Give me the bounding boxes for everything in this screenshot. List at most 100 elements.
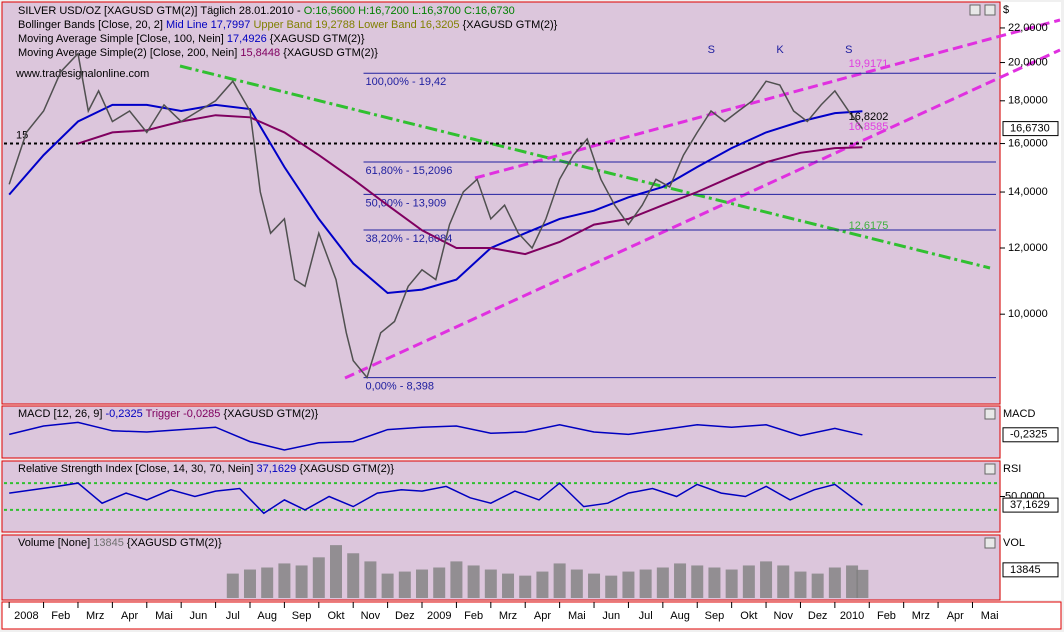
volume-bar <box>777 565 790 598</box>
legend-part: Trigger <box>146 408 184 420</box>
x-tick-label: Nov <box>361 610 381 622</box>
legend-part: 13845 <box>93 537 127 549</box>
volume-bar <box>519 575 532 598</box>
last-price-box <box>1002 121 1059 137</box>
legend-part: Upper Band 19,2788 Lower Band 16,3205 <box>253 19 462 31</box>
fib-label: 100,00% - 19,42 <box>366 76 447 88</box>
fib-label: 0,00% - 8,398 <box>366 380 435 392</box>
annotation: 16,8585 <box>849 121 889 133</box>
volume-bar <box>226 573 239 598</box>
volume-bar <box>278 563 291 598</box>
x-tick-label: Jun <box>190 610 208 622</box>
panel-close[interactable] <box>984 537 996 549</box>
volume-bar <box>725 569 738 598</box>
x-tick-label: Mai <box>981 610 999 622</box>
x-tick-label: Feb <box>51 610 70 622</box>
x-tick-label: Okt <box>740 610 757 622</box>
volume-bar <box>347 553 360 598</box>
legend-part: Volume [None] <box>18 537 93 549</box>
legend-line: Moving Average Simple [Close, 100, Nein]… <box>18 33 365 45</box>
volume-bar <box>381 573 394 598</box>
legend-part: {XAGUSD GTM(2)} <box>299 463 394 475</box>
time-axis <box>1 601 1062 630</box>
volume-bar <box>856 569 869 598</box>
x-tick-label: Mrz <box>912 610 930 622</box>
main-panel <box>1 1 1001 405</box>
last-value-box <box>1002 427 1059 443</box>
fib-label: 61,80% - 15,2096 <box>366 165 453 177</box>
volume-bar <box>760 561 773 598</box>
last-price-label: 16,6730 <box>1010 123 1050 135</box>
volume-bar <box>828 567 841 598</box>
x-tick-label: Feb <box>464 610 483 622</box>
x-tick-label: Okt <box>327 610 344 622</box>
volume-bar <box>295 565 308 598</box>
y-tick-label: 10,0000 <box>1008 308 1048 320</box>
x-tick-label: Mai <box>155 610 173 622</box>
legend-line: Volume [None] 13845 {XAGUSD GTM(2)} <box>18 537 222 549</box>
x-tick-label: Nov <box>773 610 793 622</box>
trend-line <box>179 64 991 270</box>
x-tick-label: 2008 <box>14 610 38 622</box>
legend-line: Moving Average Simple(2) [Close, 200, Ne… <box>18 47 378 59</box>
annotation: S <box>708 44 715 56</box>
y-tick-label: 14,0000 <box>1008 186 1048 198</box>
volume-bar <box>330 545 342 598</box>
panel-close[interactable] <box>984 4 996 16</box>
panel-close[interactable] <box>984 408 996 420</box>
volume-bar <box>639 569 652 598</box>
volume-bar <box>536 571 549 598</box>
volume-bar <box>742 565 755 598</box>
legend-line: Bollinger Bands [Close, 20, 2] Mid Line … <box>18 19 558 31</box>
volume-bar <box>605 575 618 598</box>
volume-bar <box>243 569 256 598</box>
y-tick-label: 20,0000 <box>1008 56 1048 68</box>
x-tick-label: Apr <box>534 610 551 622</box>
legend-part: SILVER USD/OZ [XAGUSD GTM(2)] Täglich 28… <box>18 5 304 17</box>
x-tick-label: Apr <box>947 610 964 622</box>
volume-bar <box>398 571 411 598</box>
volume-bar <box>656 567 669 598</box>
fib-label: 50,00% - 13,909 <box>366 197 447 209</box>
legend-part: 15,8448 <box>240 47 283 59</box>
panel-label: VOL <box>1003 537 1025 549</box>
x-tick-label: Mrz <box>499 610 517 622</box>
volume-bar <box>674 563 687 598</box>
moving-average <box>77 114 863 256</box>
legend-part: -0,0285 <box>183 408 223 420</box>
panel-close[interactable] <box>984 463 996 475</box>
x-tick-label: Jun <box>602 610 620 622</box>
macd-line <box>9 421 863 451</box>
legend-part: {XAGUSD GTM(2)} <box>270 33 365 45</box>
volume-bar <box>811 573 824 598</box>
x-tick-label: Apr <box>121 610 138 622</box>
volume-bar <box>502 573 515 598</box>
x-tick-label: Mrz <box>86 610 104 622</box>
trend-lines <box>179 18 1061 380</box>
x-tick-label: Mai <box>568 610 586 622</box>
volume-bar <box>553 563 566 598</box>
x-tick-label: Sep <box>705 610 725 622</box>
trend-line <box>344 48 1061 380</box>
last-value-box <box>1002 562 1059 578</box>
volume-bar <box>708 567 721 598</box>
legend-part: {XAGUSD GTM(2)} <box>127 537 222 549</box>
volume-bar <box>570 569 583 598</box>
panel-button[interactable] <box>969 4 981 16</box>
legend-line: Relative Strength Index [Close, 14, 30, … <box>18 463 394 475</box>
annotation: 19,9171 <box>849 58 889 70</box>
x-tick-label: Aug <box>257 610 277 622</box>
volume-bar <box>312 557 325 598</box>
annotation: 16,8202 <box>849 111 889 123</box>
legend-part: Mid Line 17,7997 <box>166 19 253 31</box>
level-label: 15 <box>16 129 28 141</box>
x-tick-label: 2010 <box>840 610 864 622</box>
volume-bar <box>588 573 601 598</box>
legend-part: {XAGUSD GTM(2)} <box>223 408 318 420</box>
volume-bar <box>846 565 859 598</box>
x-tick-label: 2009 <box>427 610 451 622</box>
trend-line <box>474 18 1061 180</box>
panel-label: RSI <box>1003 463 1021 475</box>
volume-bar <box>467 565 480 598</box>
legend-part: Moving Average Simple [Close, 100, Nein] <box>18 33 227 45</box>
